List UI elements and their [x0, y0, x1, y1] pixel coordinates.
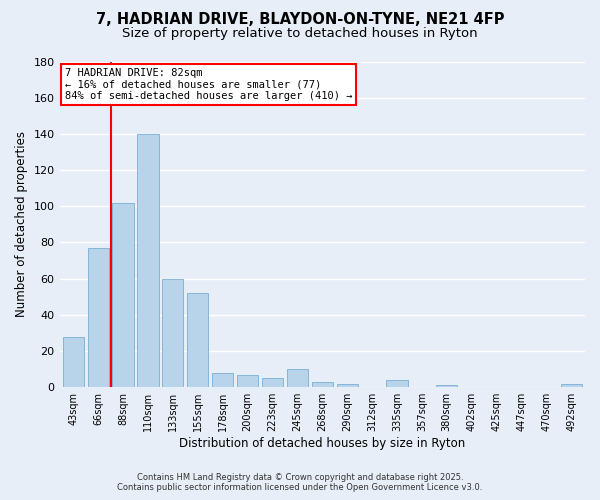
- Bar: [337, 384, 358, 387]
- Bar: [237, 374, 258, 387]
- Text: 7 HADRIAN DRIVE: 82sqm
← 16% of detached houses are smaller (77)
84% of semi-det: 7 HADRIAN DRIVE: 82sqm ← 16% of detached…: [65, 68, 352, 101]
- Bar: [287, 369, 308, 387]
- Bar: [112, 202, 134, 387]
- X-axis label: Distribution of detached houses by size in Ryton: Distribution of detached houses by size …: [179, 437, 466, 450]
- Bar: [311, 382, 333, 387]
- Y-axis label: Number of detached properties: Number of detached properties: [15, 132, 28, 318]
- Bar: [212, 372, 233, 387]
- Bar: [62, 336, 84, 387]
- Bar: [162, 278, 184, 387]
- Bar: [561, 384, 582, 387]
- Bar: [88, 248, 109, 387]
- Bar: [436, 386, 457, 387]
- Text: Contains HM Land Registry data © Crown copyright and database right 2025.
Contai: Contains HM Land Registry data © Crown c…: [118, 473, 482, 492]
- Text: 7, HADRIAN DRIVE, BLAYDON-ON-TYNE, NE21 4FP: 7, HADRIAN DRIVE, BLAYDON-ON-TYNE, NE21 …: [96, 12, 504, 28]
- Bar: [187, 293, 208, 387]
- Bar: [386, 380, 407, 387]
- Text: Size of property relative to detached houses in Ryton: Size of property relative to detached ho…: [122, 28, 478, 40]
- Bar: [137, 134, 158, 387]
- Bar: [262, 378, 283, 387]
